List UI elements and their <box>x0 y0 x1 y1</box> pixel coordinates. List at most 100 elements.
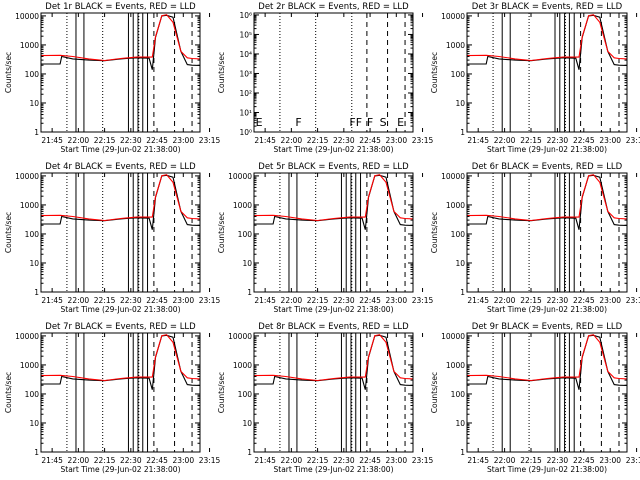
x-tick-label: 22:45 <box>573 456 595 465</box>
panel-7: Det 7r BLACK = Events, RED = LLD 21:45 22:… <box>4 322 221 474</box>
y-axis-label: Counts/sec <box>217 212 226 253</box>
x-tick-label: 22:00 <box>68 456 90 465</box>
x-tick-label: 23:00 <box>385 456 407 465</box>
y-axis-label: Counts/sec <box>4 212 13 253</box>
y-tick-label: 1 <box>247 448 252 457</box>
panel-title: Det 9r BLACK = Events, RED = LLD <box>472 322 623 332</box>
panel-6: Det 6r BLACK = Events, RED = LLD 21:45 22:… <box>430 162 640 314</box>
y-tick-label: 100 <box>25 230 40 239</box>
y-axis-label: Counts/sec <box>4 52 13 93</box>
x-tick-label: 21:45 <box>41 136 63 145</box>
y-axis-label: Counts/sec <box>430 52 439 93</box>
x-tick-label: 22:15 <box>94 136 116 145</box>
panel-3: Det 3r BLACK = Events, RED = LLD 21:45 22:… <box>430 2 640 154</box>
x-axis-label: Start Time (29-Jun-02 21:38:00) <box>61 465 181 474</box>
x-tick-label: 23:15 <box>626 456 640 465</box>
y-tick-label: 1000 <box>20 361 39 370</box>
y-tick-label: 10 <box>29 99 39 108</box>
x-tick-label: 22:45 <box>359 136 381 145</box>
x-tick-label: 21:45 <box>467 456 489 465</box>
y-tick-label: 10 <box>242 419 252 428</box>
y-tick-label: 1000 <box>446 361 465 370</box>
x-axis-label: Start Time (29-Jun-02 21:38:00) <box>274 305 394 314</box>
series-events <box>41 334 201 390</box>
x-tick-label: 21:45 <box>467 136 489 145</box>
x-tick-label: 22:15 <box>520 456 542 465</box>
x-tick-label: 22:30 <box>120 456 142 465</box>
y-tick-label: 10⁰ <box>239 128 252 137</box>
x-tick-label: 22:00 <box>68 296 90 305</box>
series-lld <box>466 334 628 382</box>
x-tick-label: 22:00 <box>281 296 303 305</box>
flag-label: E <box>256 116 263 129</box>
y-tick-label: 10 <box>455 259 465 268</box>
x-tick-label: 21:45 <box>254 296 276 305</box>
panel-title: Det 1r BLACK = Events, RED = LLD <box>45 2 196 12</box>
y-tick-label: 10 <box>29 259 39 268</box>
x-tick-label: 22:00 <box>68 136 90 145</box>
x-tick-label: 22:30 <box>333 456 355 465</box>
panel-title: Det 2r BLACK = Events, RED = LLD <box>258 2 409 12</box>
x-tick-label: 23:00 <box>172 136 194 145</box>
y-tick-label: 100 <box>238 390 253 399</box>
x-tick-label: 22:30 <box>333 136 355 145</box>
x-tick-label: 21:45 <box>254 136 276 145</box>
y-tick-label: 10000 <box>15 172 39 181</box>
y-tick-label: 100 <box>238 230 253 239</box>
y-tick-label: 1000 <box>20 41 39 50</box>
series-events <box>254 174 414 230</box>
y-axis-label: Counts/sec <box>430 372 439 413</box>
panel-8: Det 8r BLACK = Events, RED = LLD 21:45 22:… <box>217 322 434 474</box>
x-tick-label: 22:30 <box>547 296 569 305</box>
y-tick-label: 10000 <box>441 12 465 21</box>
x-tick-label: 22:00 <box>494 136 516 145</box>
x-tick-label: 22:30 <box>333 296 355 305</box>
x-tick-label: 22:30 <box>547 136 569 145</box>
plot-frame <box>40 172 201 293</box>
y-tick-label: 10000 <box>441 172 465 181</box>
y-tick-label: 1000 <box>233 361 252 370</box>
panel-title: Det 6r BLACK = Events, RED = LLD <box>472 162 623 172</box>
plot-frame <box>40 12 201 133</box>
series-events <box>254 334 414 390</box>
x-tick-label: 22:00 <box>281 136 303 145</box>
x-axis-label: Start Time (29-Jun-02 21:38:00) <box>487 145 607 154</box>
x-tick-label: 23:15 <box>626 136 640 145</box>
x-tick-label: 22:45 <box>573 296 595 305</box>
y-tick-label: 10¹ <box>239 108 252 117</box>
panel-title: Det 4r BLACK = Events, RED = LLD <box>45 162 196 172</box>
x-tick-label: 22:45 <box>146 296 168 305</box>
y-axis-label: Counts/sec <box>217 372 226 413</box>
y-tick-label: 10³ <box>239 69 252 78</box>
x-tick-label: 22:15 <box>94 456 116 465</box>
x-tick-label: 23:00 <box>172 296 194 305</box>
series-lld <box>466 174 628 222</box>
x-tick-label: 22:15 <box>307 296 329 305</box>
y-tick-label: 100 <box>451 390 466 399</box>
y-tick-label: 1000 <box>233 201 252 210</box>
x-tick-label: 22:30 <box>120 136 142 145</box>
y-tick-label: 1000 <box>20 201 39 210</box>
y-tick-label: 1 <box>460 128 465 137</box>
y-tick-label: 1000 <box>446 41 465 50</box>
flag-label: FF <box>349 116 362 129</box>
series-events <box>467 14 628 70</box>
y-axis-label: Counts/sec <box>217 52 226 93</box>
x-tick-label: 21:45 <box>254 456 276 465</box>
x-axis-label: Start Time (29-Jun-02 21:38:00) <box>61 305 181 314</box>
x-tick-label: 22:15 <box>520 296 542 305</box>
y-tick-label: 1000 <box>446 201 465 210</box>
x-tick-label: 22:00 <box>281 456 303 465</box>
x-tick-label: 23:00 <box>172 456 194 465</box>
panel-4: Det 4r BLACK = Events, RED = LLD 21:45 22:… <box>4 162 221 314</box>
series-events <box>41 174 201 230</box>
x-axis-label: Start Time (29-Jun-02 21:38:00) <box>274 145 394 154</box>
y-tick-label: 10000 <box>15 12 39 21</box>
plot-frame <box>253 332 414 453</box>
y-tick-label: 100 <box>25 70 40 79</box>
x-tick-label: 21:45 <box>41 296 63 305</box>
panel-9: Det 9r BLACK = Events, RED = LLD 21:45 22:… <box>430 322 640 474</box>
flag-label: E <box>397 116 404 129</box>
panel-title: Det 5r BLACK = Events, RED = LLD <box>258 162 409 172</box>
series-lld <box>253 174 414 222</box>
